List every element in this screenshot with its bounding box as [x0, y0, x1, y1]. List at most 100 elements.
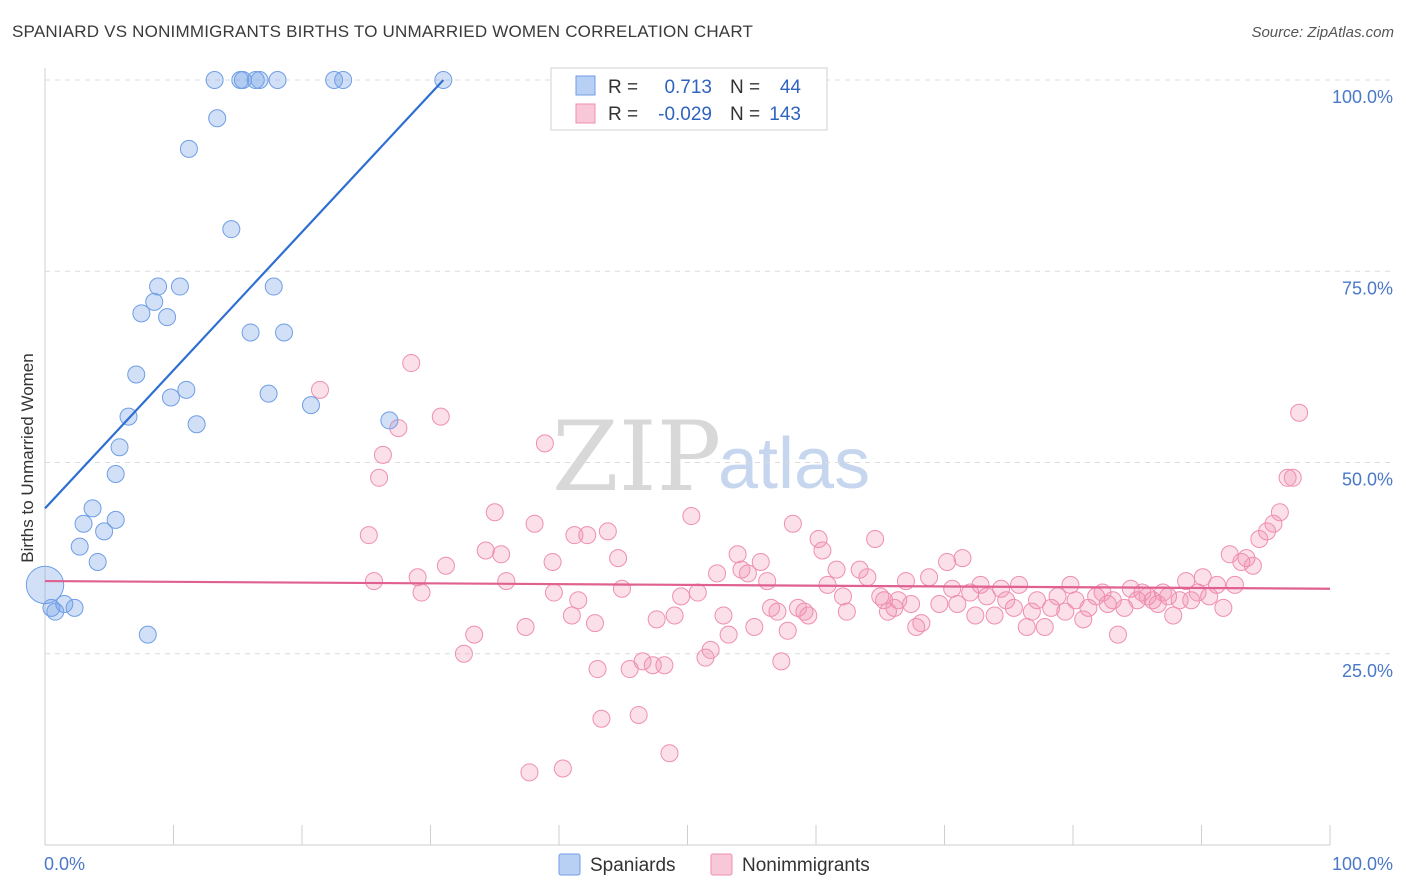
- spaniards-point: [95, 522, 114, 541]
- nonimmigrants-point: [1121, 579, 1140, 598]
- nonimmigrants-point: [633, 652, 652, 671]
- nonimmigrants-point: [629, 705, 648, 724]
- nonimmigrants-point: [1283, 468, 1302, 487]
- nonimmigrants-point: [902, 595, 921, 614]
- nonimmigrants-point: [535, 434, 554, 453]
- legend-r-value-1: 0.713: [664, 77, 712, 98]
- nonimmigrants-point: [738, 564, 757, 583]
- nonimmigrants-swatch: [575, 103, 596, 124]
- nonimmigrants-point: [1074, 610, 1093, 629]
- spaniards-point: [158, 308, 177, 327]
- spaniards-point: [119, 407, 138, 426]
- legend-n-label-2: N =: [730, 104, 760, 125]
- spaniards-point: [179, 139, 198, 158]
- nonimmigrants-point: [476, 541, 495, 560]
- nonimmigrants-point: [997, 591, 1016, 610]
- nonimmigrants-point: [985, 606, 1004, 625]
- chart-title: SPANIARD VS NONIMMIGRANTS BIRTHS TO UNMA…: [12, 22, 754, 41]
- spaniards-point: [222, 220, 241, 239]
- spaniards-point: [301, 396, 320, 415]
- nonimmigrants-point: [592, 709, 611, 728]
- spaniards-point: [74, 514, 93, 533]
- y-tick-label-25: 25.0%: [1342, 661, 1393, 681]
- nonimmigrants-point: [655, 656, 674, 675]
- nonimmigrants-point: [701, 640, 720, 659]
- nonimmigrants-point: [1182, 591, 1201, 610]
- watermark-zip: ZIP: [552, 401, 721, 513]
- nonimmigrants-point: [688, 583, 707, 602]
- x-tick-label-start: 0.0%: [44, 854, 85, 874]
- nonimmigrants-point: [1035, 617, 1054, 636]
- nonimmigrants-point: [813, 541, 832, 560]
- nonimmigrants-point: [719, 625, 738, 644]
- x-axis-ticks: [173, 825, 1331, 845]
- nonimmigrants-point: [1042, 598, 1061, 617]
- nonimmigrants-point: [758, 572, 777, 591]
- nonimmigrants-point: [553, 759, 572, 778]
- nonimmigrants-point: [833, 587, 852, 606]
- nonimmigrants-point: [370, 468, 389, 487]
- nonimmigrants-point: [1225, 575, 1244, 594]
- watermark-atlas: atlas: [718, 424, 870, 504]
- nonimmigrants-point: [1056, 602, 1075, 621]
- spaniards-point: [149, 277, 168, 296]
- nonimmigrants-point: [930, 595, 949, 614]
- spaniards-point: [70, 537, 89, 556]
- spaniards-point: [177, 380, 196, 399]
- nonimmigrants-point: [647, 610, 666, 629]
- nonimmigrants-point: [745, 617, 764, 636]
- nonimmigrants-point: [1264, 514, 1283, 533]
- nonimmigrants-point: [612, 579, 631, 598]
- nonimmigrants-point: [412, 583, 431, 602]
- nonimmigrants-point: [672, 587, 691, 606]
- spaniards-point: [250, 71, 269, 89]
- nonimmigrants-point: [1243, 556, 1262, 575]
- nonimmigrants-point: [389, 419, 408, 438]
- spaniards-point: [268, 71, 287, 89]
- nonimmigrants-point: [1028, 591, 1047, 610]
- nonimmigrants-point: [943, 579, 962, 598]
- nonimmigrants-point: [783, 514, 802, 533]
- correlation-legend: R = 0.713 N = 44 R = -0.029 N = 143: [550, 67, 828, 131]
- nonimmigrants-point: [408, 568, 427, 587]
- nonimmigrants-point: [714, 606, 733, 625]
- nonimmigrants-point: [1108, 625, 1127, 644]
- nonimmigrants-point: [837, 602, 856, 621]
- nonimmigrants-points: [310, 354, 1309, 782]
- nonimmigrants-point: [768, 602, 787, 621]
- y-axis-label: Births to Unmarried Women: [18, 353, 37, 562]
- spaniards-points: [25, 71, 626, 644]
- spaniards-point: [145, 292, 164, 311]
- nonimmigrants-point: [1250, 530, 1269, 548]
- y-tick-label-100: 100.0%: [1332, 87, 1393, 107]
- nonimmigrants-point: [1270, 503, 1289, 522]
- legend-swatch-nonimmigrants: [710, 853, 733, 876]
- nonimmigrants-point: [827, 560, 846, 579]
- x-tick-label-end: 100.0%: [1332, 854, 1393, 874]
- legend-n-label-1: N =: [730, 77, 760, 98]
- nonimmigrants-point: [1258, 522, 1277, 541]
- legend-box: [550, 67, 828, 131]
- nonimmigrants-point: [1022, 602, 1041, 621]
- nonimmigrants-point: [977, 587, 996, 606]
- nonimmigrants-trend-line: [44, 579, 1331, 590]
- nonimmigrants-point: [359, 526, 378, 545]
- nonimmigrants-point: [920, 568, 939, 587]
- legend-swatch-spaniards: [558, 853, 581, 876]
- nonimmigrants-point: [525, 514, 544, 533]
- spaniards-point: [138, 625, 157, 644]
- nonimmigrants-point: [858, 568, 877, 587]
- spaniards-point: [110, 438, 129, 457]
- nonimmigrants-point: [992, 579, 1011, 598]
- spaniards-point: [46, 602, 65, 621]
- nonimmigrants-point: [565, 526, 584, 545]
- nonimmigrants-point: [436, 556, 455, 575]
- nonimmigrants-point: [310, 380, 329, 399]
- spaniards-swatch: [575, 75, 596, 96]
- spaniards-point: [25, 565, 65, 605]
- nonimmigrants-point: [966, 606, 985, 625]
- nonimmigrants-point: [609, 549, 628, 568]
- spaniards-point: [65, 598, 84, 617]
- spaniards-point: [246, 71, 265, 89]
